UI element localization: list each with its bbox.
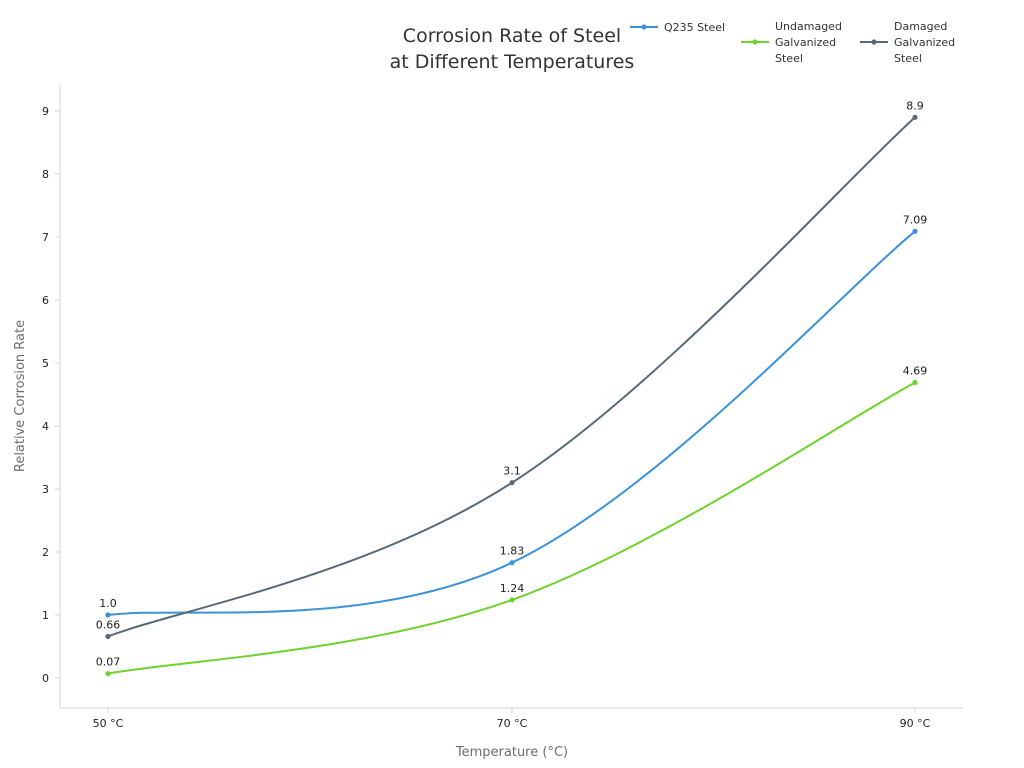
data-point bbox=[509, 560, 515, 566]
y-tick-label: 4 bbox=[42, 420, 49, 433]
data-point bbox=[509, 597, 515, 603]
y-tick-label: 0 bbox=[42, 672, 49, 685]
data-label: 1.0 bbox=[99, 597, 117, 610]
data-label: 4.69 bbox=[903, 365, 928, 378]
legend-item-2[interactable]: Damaged Galvanized Steel bbox=[860, 20, 955, 65]
x-tick-label: 70 °C bbox=[497, 717, 528, 730]
data-label: 3.1 bbox=[503, 465, 521, 478]
series-line-2 bbox=[107, 116, 916, 638]
series-points bbox=[105, 114, 918, 677]
data-point bbox=[105, 670, 111, 677]
data-label: 0.66 bbox=[96, 618, 121, 631]
x-tick-label: 50 °C bbox=[93, 717, 124, 730]
series-line-1 bbox=[107, 381, 916, 675]
data-label: 8.9 bbox=[906, 99, 924, 112]
chart-title-line-2: at Different Temperatures bbox=[390, 51, 635, 73]
legend[interactable]: Q235 Steel UndamagedGalvanizedSteelDamage… bbox=[630, 20, 955, 65]
x-axis-ticks: 50 °C 70 °C 90 °C bbox=[93, 708, 931, 730]
legend-swatch-point bbox=[871, 39, 877, 45]
data-label: 1.24 bbox=[500, 582, 525, 595]
data-point bbox=[105, 633, 111, 640]
legend-label: Q235 Steel bbox=[664, 21, 725, 34]
y-tick-label: 9 bbox=[42, 105, 49, 118]
data-point bbox=[912, 114, 918, 120]
y-axis-ticks: 0 1 2 3 4 5 6 7 8 9 bbox=[42, 105, 60, 685]
legend-item-1[interactable]: Undamaged Galvanized Steel bbox=[741, 20, 842, 65]
legend-swatch-point bbox=[641, 24, 647, 30]
data-label: 1.83 bbox=[500, 545, 525, 558]
legend-label: Steel bbox=[894, 52, 922, 65]
y-tick-label: 2 bbox=[42, 546, 49, 559]
y-tick-label: 6 bbox=[42, 294, 49, 307]
legend-label: Undamaged bbox=[775, 20, 842, 33]
data-point bbox=[912, 379, 918, 386]
data-labels: 1.0 1.83 7.09 0.07 1.24 4.69 0.66 3.1 8.9 bbox=[96, 99, 928, 668]
y-tick-label: 7 bbox=[42, 231, 49, 244]
y-tick-label: 5 bbox=[42, 357, 49, 370]
legend-label: Galvanized bbox=[894, 36, 955, 49]
data-point bbox=[105, 612, 111, 618]
legend-label: Steel bbox=[775, 52, 803, 65]
data-label: 0.07 bbox=[96, 656, 121, 669]
legend-label: Galvanized bbox=[775, 36, 836, 49]
data-point bbox=[509, 480, 515, 486]
x-axis-label: Temperature (°C) bbox=[455, 745, 568, 760]
legend-item-0[interactable]: Q235 Steel bbox=[630, 21, 725, 34]
legend-swatch-point bbox=[752, 39, 758, 45]
x-tick-label: 90 °C bbox=[900, 717, 931, 730]
series-line-0 bbox=[107, 230, 916, 616]
data-label: 7.09 bbox=[903, 213, 928, 226]
data-point bbox=[912, 228, 918, 234]
y-tick-label: 8 bbox=[42, 168, 49, 181]
legend-label: Damaged bbox=[894, 20, 947, 33]
chart-title: Corrosion Rate of Steel at Different Tem… bbox=[390, 25, 635, 73]
chart-title-line-1: Corrosion Rate of Steel bbox=[403, 25, 621, 47]
y-tick-label: 3 bbox=[42, 483, 49, 496]
y-tick-label: 1 bbox=[42, 609, 49, 622]
y-axis-label: Relative Corrosion Rate bbox=[13, 320, 28, 472]
